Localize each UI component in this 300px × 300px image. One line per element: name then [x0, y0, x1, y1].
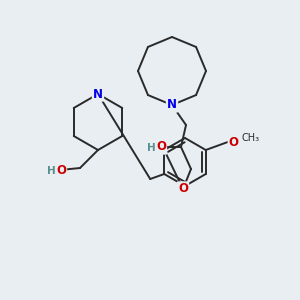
Text: CH₃: CH₃ — [242, 133, 260, 143]
Text: N: N — [93, 88, 103, 100]
Text: H: H — [46, 166, 56, 176]
Text: N: N — [167, 98, 177, 112]
Text: O: O — [229, 136, 239, 148]
Text: O: O — [178, 182, 188, 196]
Text: H: H — [147, 143, 155, 153]
Text: O: O — [156, 140, 166, 154]
Text: O: O — [56, 164, 66, 176]
